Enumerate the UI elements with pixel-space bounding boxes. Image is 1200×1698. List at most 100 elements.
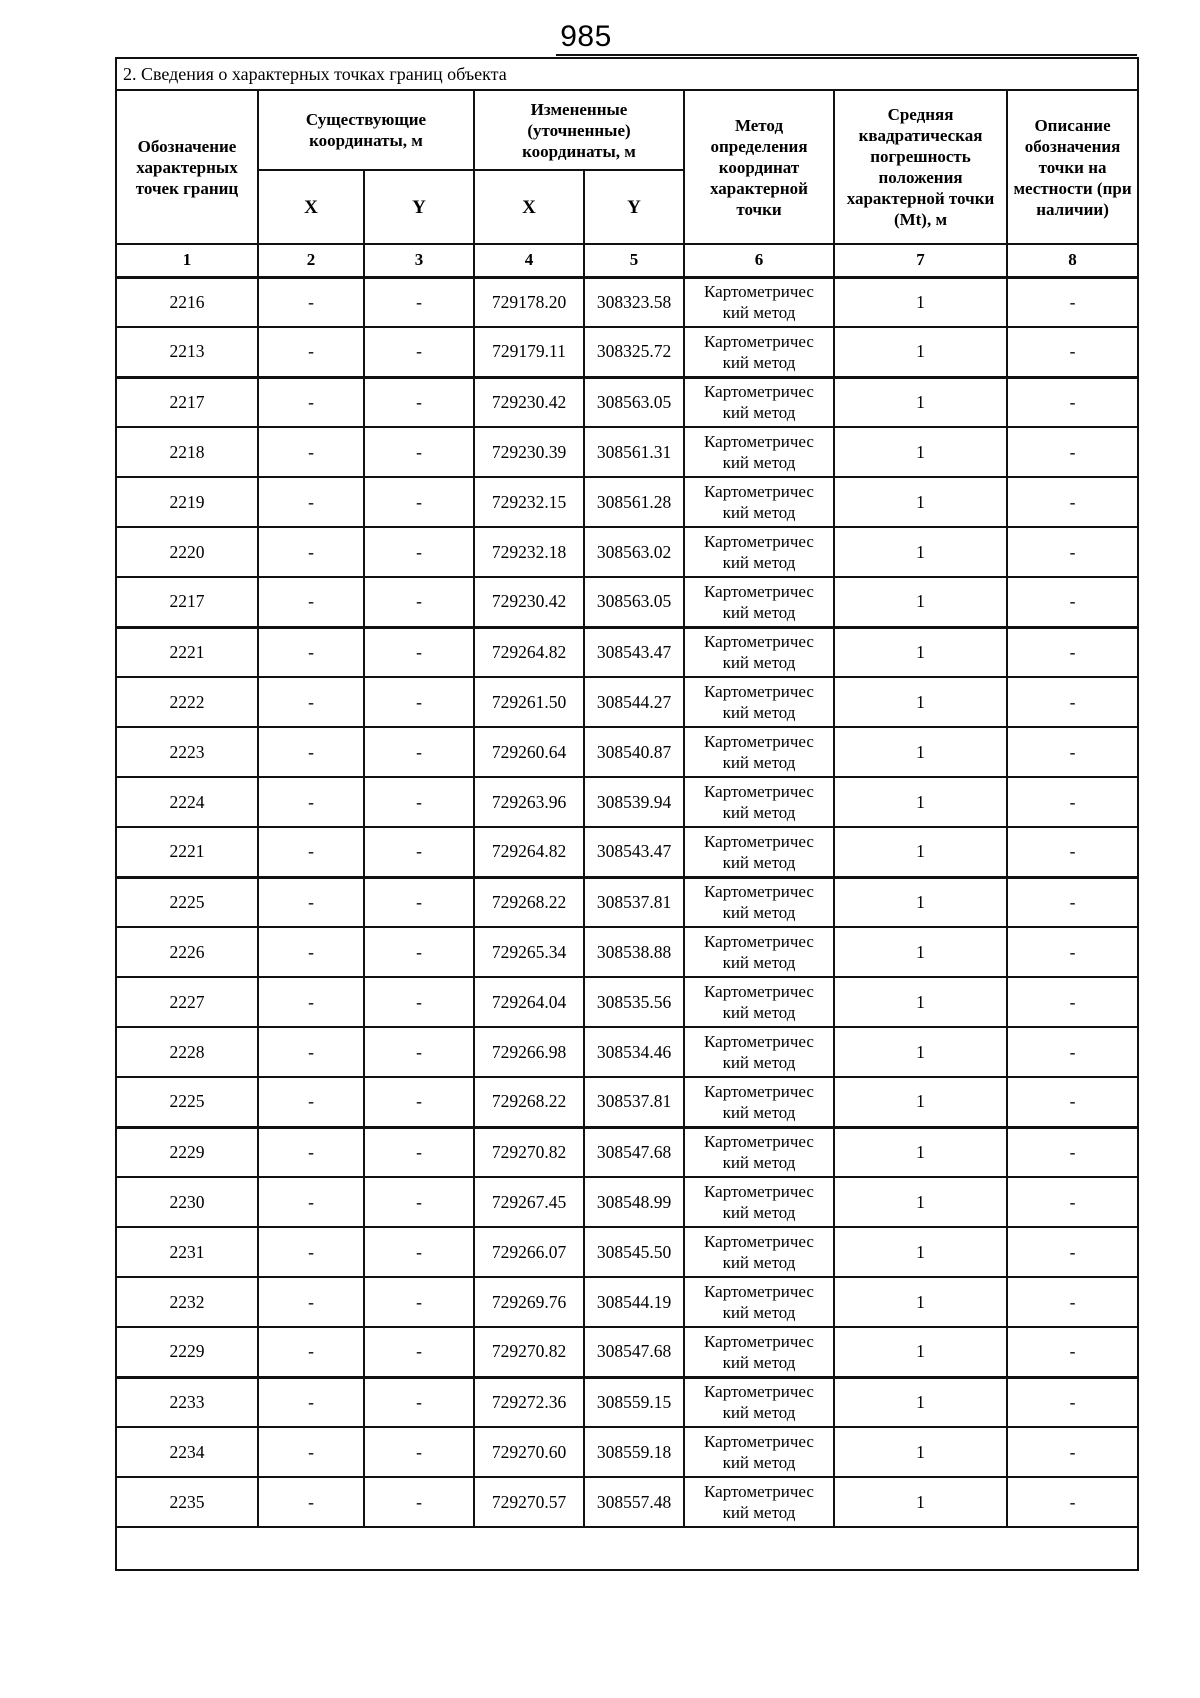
table-row: 2231- -729266.07 308545.50 Картометричес ки… [115, 1226, 1140, 1278]
cell-point-number: 2229 [115, 1126, 259, 1178]
cell-y-new: 308539.94 [583, 776, 685, 828]
col-header-description: Описание обозначения точки на местности … [1005, 89, 1140, 245]
cell-description: - [1005, 326, 1140, 379]
cell-point-number: 2235 [115, 1476, 259, 1528]
table-row: 2223- -729260.64 308540.87 Картометричес ки… [115, 726, 1140, 778]
cell-method: Картометричес кий метод [683, 1326, 835, 1379]
cell-y-new: 308537.81 [583, 1076, 685, 1129]
cell-y-new: 308561.28 [583, 476, 685, 528]
cell-method: Картометричес кий метод [683, 1476, 835, 1528]
cell-x-existing: - [257, 626, 365, 678]
cell-y-existing: - [363, 576, 475, 629]
cell-mt: 1 [833, 1326, 1008, 1379]
cell-description: - [1005, 1426, 1140, 1478]
points-table-body: 2216- -729178.20 308323.58 Картометричес ки… [115, 276, 1140, 1528]
cell-x-existing: - [257, 426, 365, 478]
cell-y-existing: - [363, 426, 475, 478]
cell-point-number: 2221 [115, 626, 259, 678]
table-row: 2229- -729270.82 308547.68 Картометричес ки… [115, 1126, 1140, 1178]
cell-y-existing: - [363, 926, 475, 978]
cell-description: - [1005, 676, 1140, 728]
cell-y-new: 308535.56 [583, 976, 685, 1028]
cell-x-new: 729270.57 [473, 1476, 585, 1528]
cell-y-new: 308323.58 [583, 276, 685, 328]
table-row: 2219- -729232.15 308561.28 Картометричес ки… [115, 476, 1140, 528]
column-number-3: 3 [363, 243, 475, 279]
table-row: 2228- -729266.98 308534.46 Картометричес ки… [115, 1026, 1140, 1078]
cell-x-existing: - [257, 526, 365, 578]
column-number-6: 6 [683, 243, 835, 279]
cell-point-number: 2227 [115, 976, 259, 1028]
cell-x-new: 729260.64 [473, 726, 585, 778]
cell-method: Картометричес кий метод [683, 576, 835, 629]
cell-y-existing: - [363, 826, 475, 879]
cell-x-existing: - [257, 1276, 365, 1328]
cell-x-new: 729272.36 [473, 1376, 585, 1428]
cell-y-existing: - [363, 876, 475, 928]
cell-point-number: 2222 [115, 676, 259, 728]
cell-x-existing: - [257, 1126, 365, 1178]
table-row: 2222- -729261.50 308544.27 Картометричес ки… [115, 676, 1140, 728]
column-number-7: 7 [833, 243, 1008, 279]
cell-y-existing: - [363, 326, 475, 379]
cell-mt: 1 [833, 526, 1008, 578]
cell-point-number: 2217 [115, 576, 259, 629]
table-row: 2224- -729263.96 308539.94 Картометричес ки… [115, 776, 1140, 828]
cell-y-existing: - [363, 1226, 475, 1278]
table-row: 2227- -729264.04 308535.56 Картометричес ки… [115, 976, 1140, 1028]
cell-method: Картометричес кий метод [683, 476, 835, 528]
table-row: 2226- -729265.34 308538.88 Картометричес ки… [115, 926, 1140, 978]
cell-y-new: 308537.81 [583, 876, 685, 928]
cell-mt: 1 [833, 276, 1008, 328]
table-row: 2232- -729269.76 308544.19 Картометричес ки… [115, 1276, 1140, 1328]
cell-mt: 1 [833, 876, 1008, 928]
cell-y-new: 308325.72 [583, 326, 685, 379]
cell-mt: 1 [833, 676, 1008, 728]
cell-x-existing: - [257, 326, 365, 379]
cell-x-existing: - [257, 576, 365, 629]
cell-y-new: 308544.27 [583, 676, 685, 728]
cell-x-new: 729178.20 [473, 276, 585, 328]
cell-point-number: 2221 [115, 826, 259, 879]
cell-mt: 1 [833, 476, 1008, 528]
cell-method: Картометричес кий метод [683, 376, 835, 428]
cell-y-new: 308563.05 [583, 376, 685, 428]
cell-x-existing: - [257, 876, 365, 928]
cell-y-existing: - [363, 1276, 475, 1328]
column-number-2: 2 [257, 243, 365, 279]
column-number-1: 1 [115, 243, 259, 279]
table-row: 2213- -729179.11 308325.72 Картометричес ки… [115, 326, 1140, 379]
cell-method: Картометричес кий метод [683, 1376, 835, 1428]
cell-y-new: 308540.87 [583, 726, 685, 778]
cell-y-existing: - [363, 526, 475, 578]
cell-description: - [1005, 876, 1140, 928]
cell-mt: 1 [833, 576, 1008, 629]
header-xy-row: X Y X Y [116, 169, 1138, 245]
cell-description: - [1005, 776, 1140, 828]
cell-y-existing: - [363, 476, 475, 528]
table-row: 2221- -729264.82 308543.47 Картометричес ки… [115, 826, 1140, 879]
cell-point-number: 2213 [115, 326, 259, 379]
cell-y-new: 308538.88 [583, 926, 685, 978]
cell-y-new: 308547.68 [583, 1126, 685, 1178]
cell-description: - [1005, 1176, 1140, 1228]
col-header-changed-y: Y [583, 169, 685, 245]
col-header-method: Метод определения координат характерной … [683, 89, 835, 245]
page-number: 985 [560, 20, 612, 53]
cell-method: Картометричес кий метод [683, 276, 835, 328]
cell-y-existing: - [363, 726, 475, 778]
cell-y-new: 308543.47 [583, 626, 685, 678]
cell-x-new: 729230.42 [473, 376, 585, 428]
cell-point-number: 2220 [115, 526, 259, 578]
cell-x-new: 729232.18 [473, 526, 585, 578]
cell-y-existing: - [363, 1376, 475, 1428]
cell-description: - [1005, 1276, 1140, 1328]
cell-mt: 1 [833, 976, 1008, 1028]
cell-description: - [1005, 1476, 1140, 1528]
cell-x-new: 729232.15 [473, 476, 585, 528]
cell-method: Картометричес кий метод [683, 1076, 835, 1129]
cell-x-new: 729270.82 [473, 1126, 585, 1178]
cell-x-existing: - [257, 1376, 365, 1428]
cell-x-new: 729263.96 [473, 776, 585, 828]
